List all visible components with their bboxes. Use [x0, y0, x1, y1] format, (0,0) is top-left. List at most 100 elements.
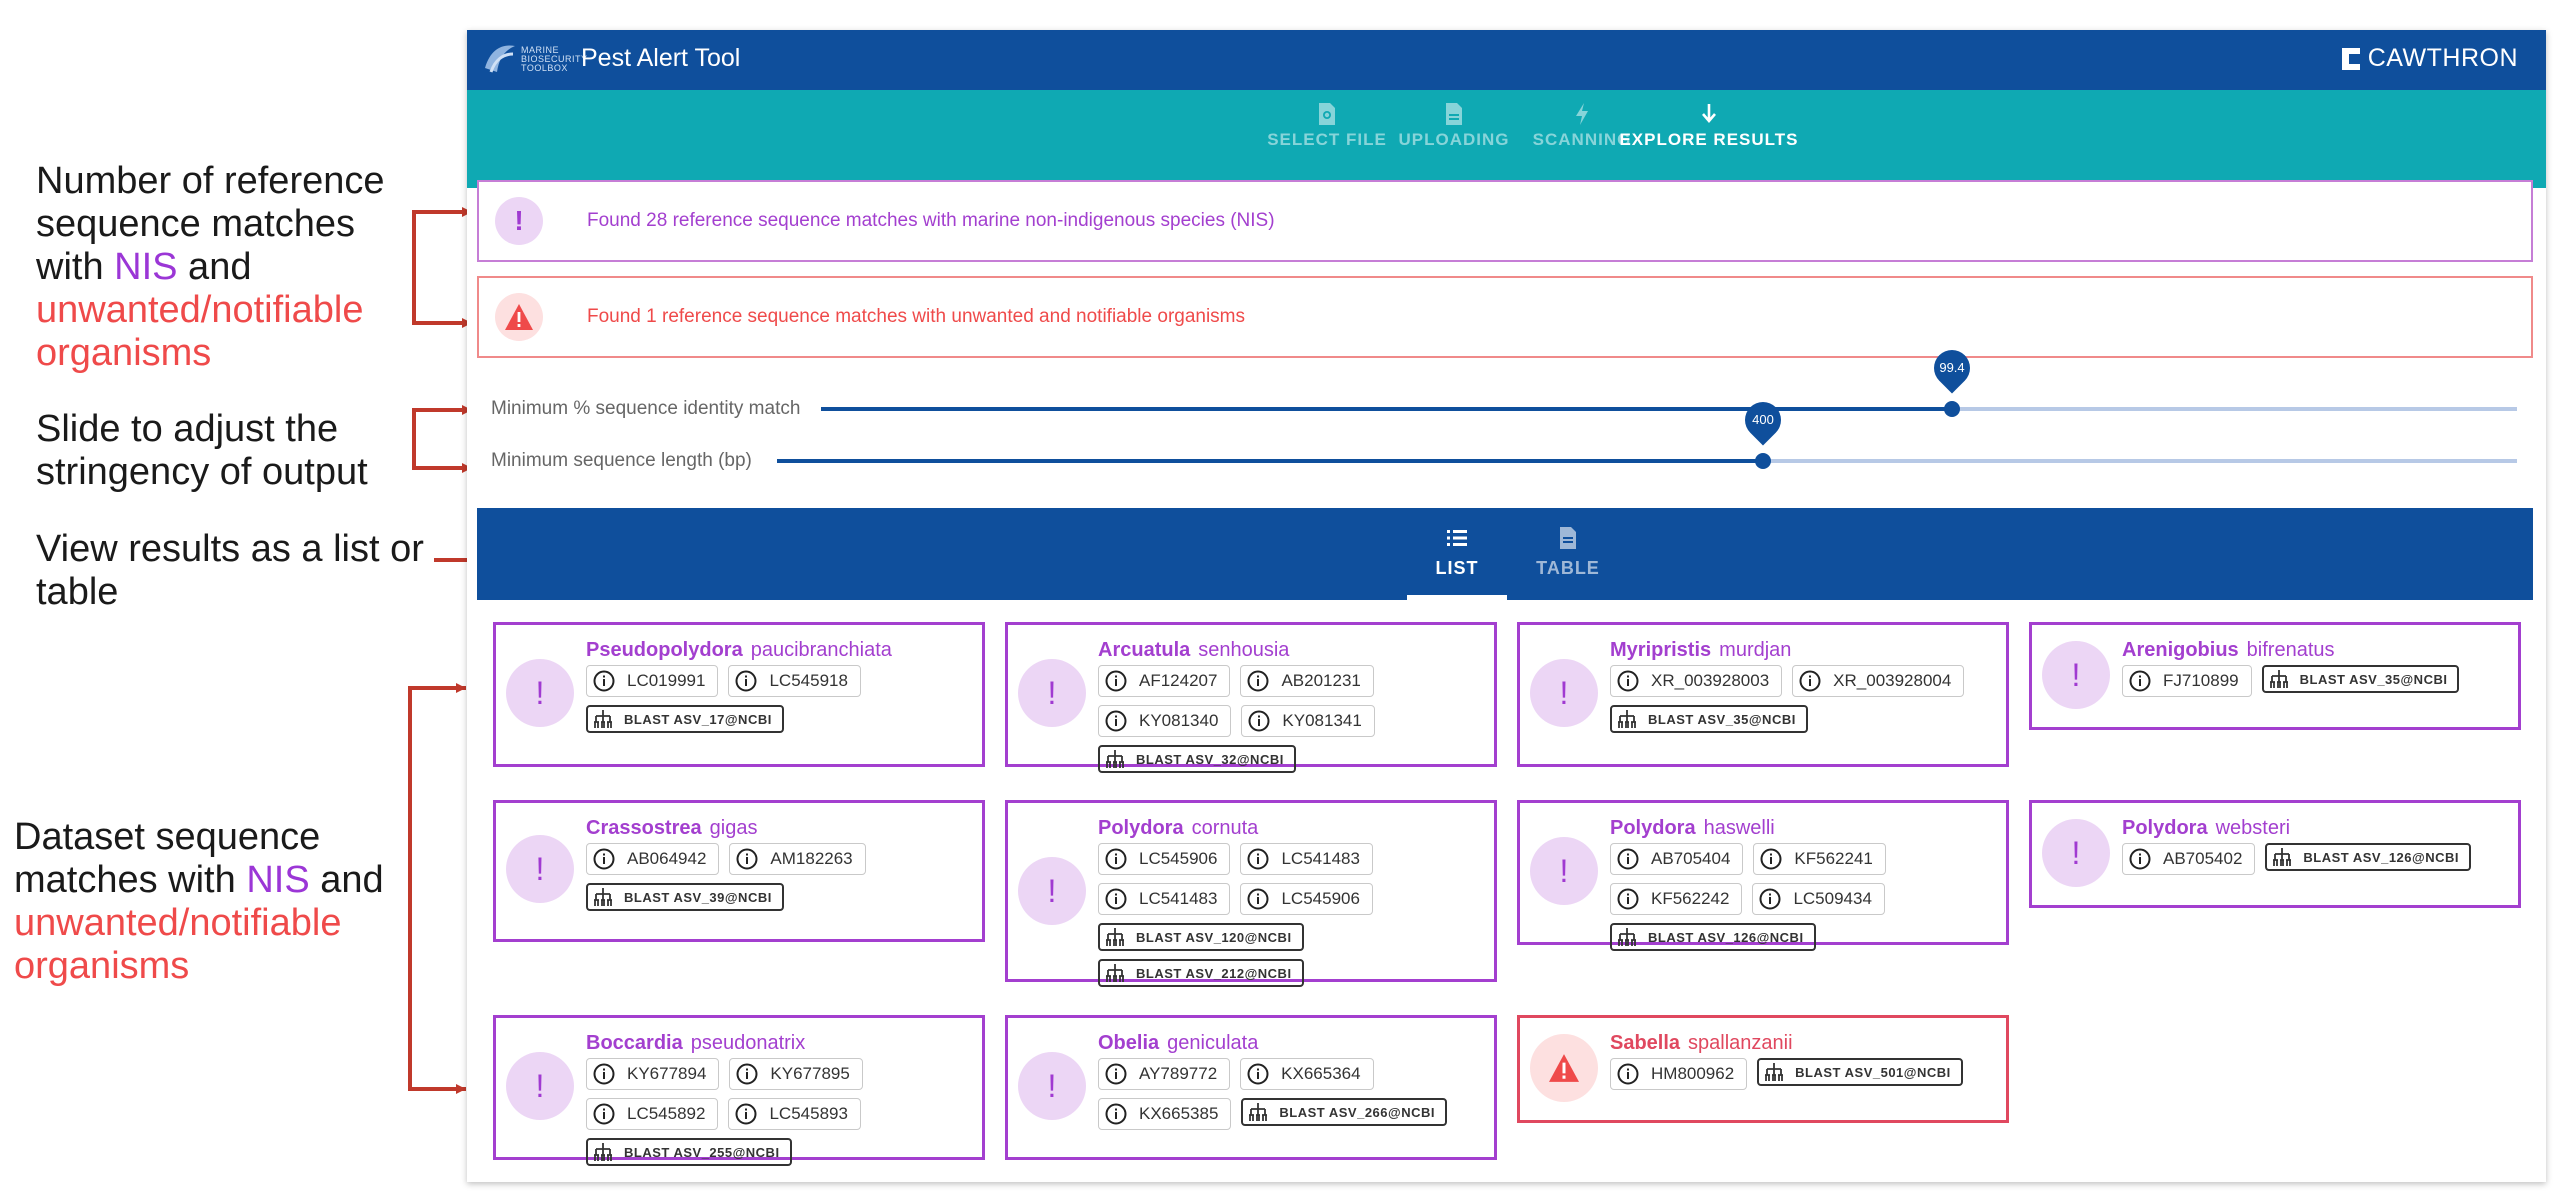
step-label: SCANNING	[1532, 130, 1632, 149]
upload-stepper: SELECT FILE UPLOADING SCANNING EXPLORE R…	[467, 90, 2546, 188]
slider-thumb[interactable]	[1944, 401, 1960, 417]
step-explore-results[interactable]: EXPLORE RESULTS	[1614, 96, 1804, 188]
warning-triangle-icon	[495, 293, 543, 341]
accession-chip[interactable]: LC509434	[1752, 883, 1885, 915]
info-icon	[1105, 710, 1127, 732]
exclamation-icon: !	[506, 659, 574, 727]
accession-chip[interactable]: AB705404	[1610, 843, 1744, 875]
app-title: Pest Alert Tool	[581, 44, 741, 72]
species-card[interactable]: ! Pseudopolydora paucibranchiata LC019991…	[493, 622, 985, 767]
blast-link-chip[interactable]: BLAST ASV_501@NCBI	[1757, 1058, 1963, 1086]
species-card[interactable]: ! Boccardia pseudonatrix KY677894 KY67789…	[493, 1015, 985, 1166]
bolt-icon	[1576, 103, 1588, 125]
accession-chip[interactable]: AF124207	[1098, 665, 1231, 697]
blast-link-chip[interactable]: BLAST ASV_266@NCBI	[1241, 1098, 1447, 1126]
accession-chip[interactable]: LC545906	[1240, 883, 1373, 915]
species: senhousia	[1198, 639, 1290, 661]
annotation-dataset: Dataset sequence matches with NIS and un…	[14, 816, 384, 988]
blast-link-chip[interactable]: BLAST ASV_126@NCBI	[2265, 843, 2471, 871]
alert-unwanted-matches: Found 1 reference sequence matches with …	[477, 276, 2533, 358]
slider-value: 400	[1752, 412, 1774, 427]
genus: Polydora	[2122, 817, 2208, 839]
accession-chip[interactable]: KX665385	[1098, 1098, 1232, 1130]
info-icon	[2129, 848, 2151, 870]
cawthron-brand[interactable]: CAWTHRON	[2340, 44, 2518, 73]
accession-chip[interactable]: LC541483	[1240, 843, 1373, 875]
tree-icon	[1618, 710, 1636, 728]
annotation-line: matches with NIS and	[14, 859, 384, 901]
info-icon	[1247, 888, 1269, 910]
marine-biosecurity-logo[interactable]: MARINE BIOSECURITY TOOLBOX	[481, 38, 587, 82]
blast-link-chip[interactable]: BLAST ASV_35@NCBI	[1610, 705, 1808, 733]
accession-chip[interactable]: AM182263	[729, 843, 866, 875]
info-icon	[735, 1103, 757, 1125]
species-name: Arcuatula senhousia	[1098, 637, 1484, 663]
genus: Boccardia	[586, 1032, 683, 1054]
identity-slider[interactable]: Minimum % sequence identity match 99.4	[491, 342, 2531, 424]
step-select-file[interactable]: SELECT FILE	[1232, 96, 1422, 186]
accession-chip[interactable]: LC019991	[586, 665, 719, 697]
length-slider[interactable]: Minimum sequence length (bp) 400	[491, 394, 2531, 476]
logo-wave-icon	[485, 45, 515, 73]
exclamation-icon: !	[1018, 659, 1086, 727]
accession-chip[interactable]: LC541483	[1098, 883, 1231, 915]
accession-chip[interactable]: KX665364	[1240, 1058, 1374, 1090]
logo-text: MARINE BIOSECURITY TOOLBOX	[521, 45, 588, 73]
accession-chip[interactable]: KY677895	[729, 1058, 863, 1090]
species-card-unwanted[interactable]: Sabella spallanzanii HM800962 BLAST ASV_5…	[1517, 1015, 2009, 1123]
accession-chip[interactable]: AB705402	[2122, 843, 2256, 875]
blast-link-chip[interactable]: BLAST ASV_32@NCBI	[1098, 745, 1296, 773]
alert-nis-text: Found 28 reference sequence matches with…	[587, 210, 1275, 231]
accession-chip[interactable]: LC545906	[1098, 843, 1231, 875]
species: spallanzanii	[1688, 1032, 1793, 1054]
accession-chip[interactable]: AY789772	[1098, 1058, 1231, 1090]
tab-list[interactable]: LIST	[1407, 508, 1507, 600]
accession-chip[interactable]: LC545918	[728, 665, 861, 697]
genus: Myripristis	[1610, 639, 1712, 661]
accession-chip[interactable]: KF562242	[1610, 883, 1743, 915]
nis-highlight: NIS	[246, 859, 310, 901]
accession-chip[interactable]: LC545893	[728, 1098, 861, 1130]
tab-table[interactable]: TABLE	[1513, 508, 1623, 600]
accession-chip[interactable]: LC545892	[586, 1098, 719, 1130]
accession-chip[interactable]: KF562241	[1753, 843, 1886, 875]
slider-value: 99.4	[1939, 360, 1965, 375]
blast-link-chip[interactable]: BLAST ASV_212@NCBI	[1098, 959, 1304, 987]
annotation-line: with NIS and	[36, 246, 252, 288]
species-card[interactable]: ! Arcuatula senhousia AF124207 AB201231 K…	[1005, 622, 1497, 773]
step-scanning[interactable]: SCANNING	[1487, 96, 1677, 186]
accession-chip[interactable]: KY081340	[1098, 705, 1232, 737]
info-icon	[1617, 670, 1639, 692]
step-uploading[interactable]: UPLOADING	[1359, 96, 1549, 186]
tree-icon	[594, 710, 612, 728]
annotation-line: stringency of output	[36, 451, 368, 493]
accession-chip[interactable]: KY677894	[586, 1058, 720, 1090]
species-card[interactable]: ! Myripristis murdjan XR_003928003 XR_003…	[1517, 622, 2009, 767]
species-card[interactable]: ! Arenigobius bifrenatus FJ710899 BLAST A…	[2029, 622, 2521, 730]
accession-chip[interactable]: XR_003928004	[1792, 665, 1965, 697]
species-card[interactable]: ! Obelia geniculata AY789772 KX665364 KX6…	[1005, 1015, 1497, 1160]
species-card[interactable]: ! Polydora cornuta LC545906 LC541483 LC54…	[1005, 800, 1497, 987]
step-label: SELECT FILE	[1267, 130, 1387, 149]
info-icon	[736, 1063, 758, 1085]
accession-chip[interactable]: FJ710899	[2122, 665, 2252, 697]
blast-link-chip[interactable]: BLAST ASV_17@NCBI	[586, 705, 784, 733]
blast-link-chip[interactable]: BLAST ASV_126@NCBI	[1610, 923, 1816, 951]
info-icon	[1247, 670, 1269, 692]
accession-chip[interactable]: KY081341	[1241, 705, 1375, 737]
slider-thumb[interactable]	[1755, 453, 1771, 469]
blast-link-chip[interactable]: BLAST ASV_39@NCBI	[586, 883, 784, 911]
slider-label: Minimum sequence length (bp)	[491, 450, 752, 471]
accession-chip[interactable]: AB064942	[586, 843, 720, 875]
blast-link-chip[interactable]: BLAST ASV_255@NCBI	[586, 1138, 792, 1166]
blast-link-chip[interactable]: BLAST ASV_35@NCBI	[2261, 665, 2460, 693]
accession-chip[interactable]: XR_003928003	[1610, 665, 1783, 697]
accession-chip[interactable]: AB201231	[1240, 665, 1374, 697]
annotation-line: Dataset sequence	[14, 816, 321, 858]
accession-chip[interactable]: HM800962	[1610, 1058, 1748, 1090]
species-card[interactable]: ! Crassostrea gigas AB064942 AM182263 BLA…	[493, 800, 985, 942]
species-card[interactable]: ! Polydora haswelli AB705404 KF562241 KF5…	[1517, 800, 2009, 951]
blast-link-chip[interactable]: BLAST ASV_120@NCBI	[1098, 923, 1304, 951]
species-card[interactable]: ! Polydora websteri AB705402 BLAST ASV_12…	[2029, 800, 2521, 908]
genus: Arenigobius	[2122, 639, 2239, 661]
